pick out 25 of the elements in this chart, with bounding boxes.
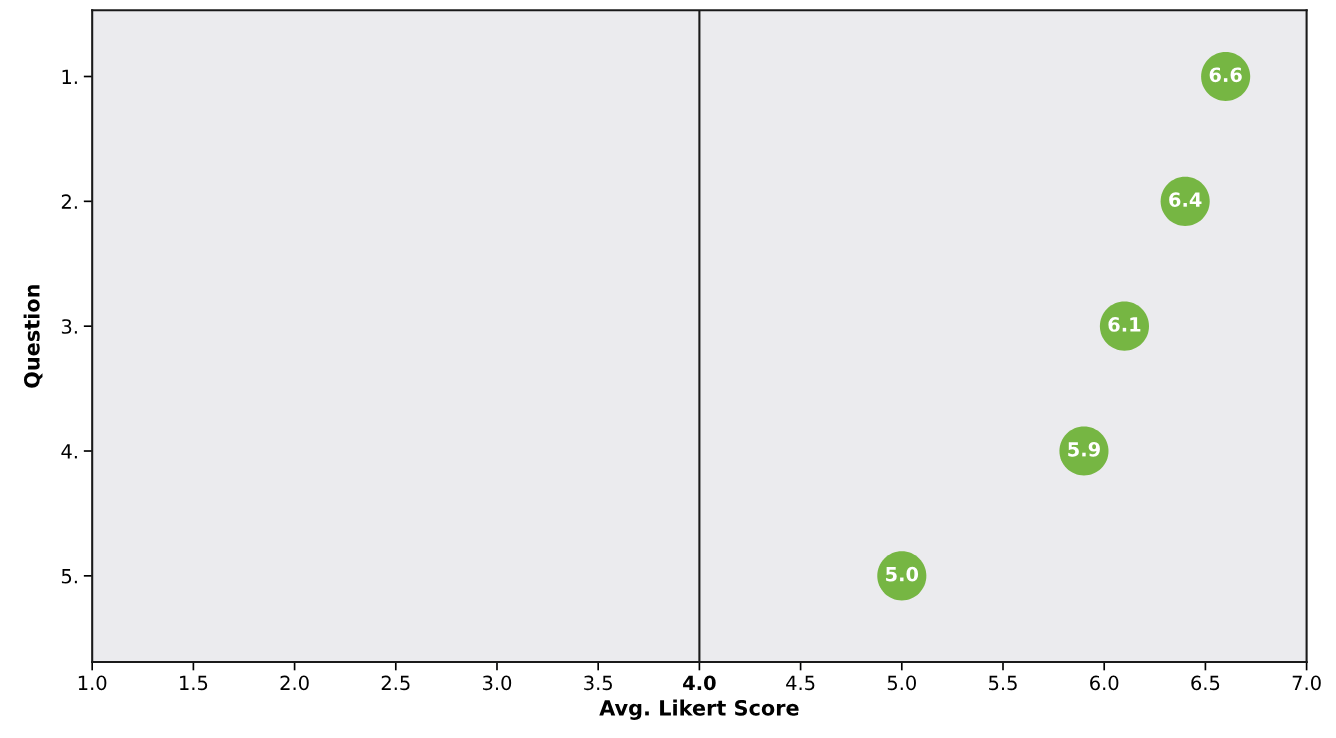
y-axis-title: Question bbox=[23, 285, 43, 388]
y-tick-label: 2. bbox=[61, 194, 77, 209]
data-label: 5.0 bbox=[886, 566, 919, 582]
data-label: 6.1 bbox=[1108, 317, 1141, 332]
x-tick-label: 2.0 bbox=[280, 675, 309, 691]
y-tick-label: 5. bbox=[61, 569, 77, 584]
x-tick-label: 4.5 bbox=[786, 675, 815, 691]
x-tick-label: 1.0 bbox=[78, 675, 107, 691]
y-tick-label: 3. bbox=[61, 319, 77, 334]
data-label: 5.9 bbox=[1068, 441, 1100, 457]
x-tick-label: 2.5 bbox=[381, 675, 410, 691]
data-label: 6.6 bbox=[1209, 67, 1242, 83]
y-tick-label: 4. bbox=[61, 444, 77, 459]
x-tick-label: 6.0 bbox=[1090, 675, 1119, 691]
data-label: 6.4 bbox=[1169, 192, 1202, 207]
x-tick-label: 4.0 bbox=[683, 675, 716, 691]
x-tick-label: 6.5 bbox=[1191, 675, 1220, 691]
x-axis-title: Avg. Likert Score bbox=[599, 699, 799, 720]
x-tick-label: 7.0 bbox=[1292, 675, 1321, 691]
x-tick-label: 3.5 bbox=[584, 675, 612, 691]
x-tick-label: 5.0 bbox=[887, 675, 916, 691]
x-tick-label: 5.5 bbox=[989, 675, 1017, 691]
y-tick-label: 1. bbox=[62, 69, 77, 84]
x-tick-label: 3.0 bbox=[483, 675, 512, 691]
x-tick-label: 1.5 bbox=[180, 675, 208, 691]
